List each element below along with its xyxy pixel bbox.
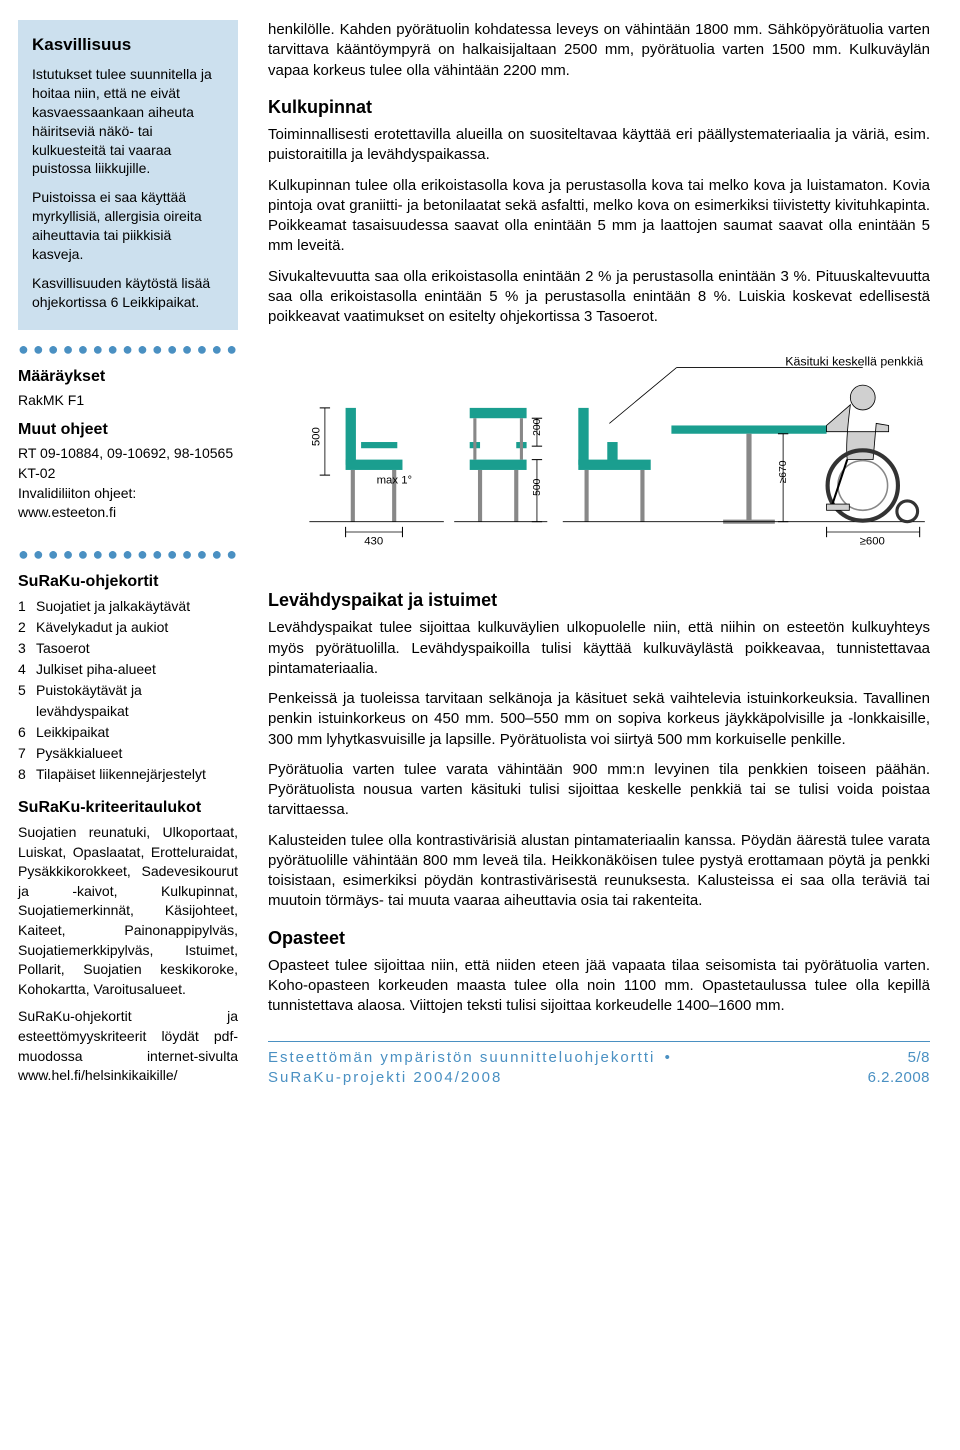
footer-r1: 5/8 <box>868 1048 930 1068</box>
kulkupinnat-title: Kulkupinnat <box>268 95 930 119</box>
ohjekortit-title: SuRaKu-ohjekortit <box>18 571 238 593</box>
muut-l2: KT-02 <box>18 464 238 484</box>
maaraykset-line: RakMK F1 <box>18 391 238 411</box>
opasteet-p1: Opasteet tulee sijoittaa niin, että niid… <box>268 956 930 1017</box>
chair-left: 500 max 1° 430 <box>309 408 443 548</box>
levahdys-p4: Kalusteiden tulee olla kontrastivärisiä … <box>268 831 930 912</box>
list-item: 1Suojatiet ja jalkakäytävät <box>18 596 238 617</box>
maaraykset-section: Määräykset RakMK F1 <box>18 366 238 411</box>
taulukot-section: SuRaKu-kriteeritaulukot Suojatien reunat… <box>18 797 238 1085</box>
bench-table-wheelchair: ≥670 ≥600 <box>563 385 925 547</box>
svg-text:≥670: ≥670 <box>778 461 789 484</box>
taulukot-p2: SuRaKu-ohjekortit ja esteettömyyskriteer… <box>18 1007 238 1085</box>
muut-l1: RT 09-10884, 09-10692, 98-10565 <box>18 444 238 464</box>
list-item: 6Leikkipaikat <box>18 722 238 743</box>
footer-l2: SuRaKu-projekti 2004/2008 <box>268 1068 670 1088</box>
list-item-active: 5Puistokäytävät ja levähdyspaikat <box>18 680 238 722</box>
kasvillisuus-p1: Istutukset tulee suunnitella ja hoitaa n… <box>32 65 224 178</box>
muut-l3: Invalidiliiton ohjeet: www.esteeton.fi <box>18 484 238 523</box>
levahdys-title: Levähdyspaikat ja istuimet <box>268 588 930 612</box>
maaraykset-title: Määräykset <box>18 366 238 388</box>
footer: Esteettömän ympäristön suunnitteluohjeko… <box>268 1041 930 1089</box>
kasvillisuus-box: Kasvillisuus Istutukset tulee suunnitell… <box>18 20 238 330</box>
list-item: 3Tasoerot <box>18 638 238 659</box>
footer-r2: 6.2.2008 <box>868 1068 930 1088</box>
main-content: henkilölle. Kahden pyörätuolin kohdatess… <box>250 20 930 1088</box>
svg-text:430: 430 <box>364 536 383 548</box>
list-item: 4Julkiset piha-alueet <box>18 659 238 680</box>
sidebar: Kasvillisuus Istutukset tulee suunnitell… <box>0 20 250 1088</box>
svg-text:max 1°: max 1° <box>377 475 412 487</box>
kasvillisuus-title: Kasvillisuus <box>32 34 224 57</box>
levahdys-p3: Pyörätuolia varten tulee varata vähintää… <box>268 760 930 821</box>
list-item: 2Kävelykadut ja aukiot <box>18 617 238 638</box>
levahdys-p1: Levähdyspaikat tulee sijoittaa kulkuväyl… <box>268 618 930 679</box>
svg-text:200: 200 <box>532 419 543 436</box>
diagram-caption: Käsituki keskellä penkkiä <box>785 355 923 369</box>
divider-dots-2: ●●●●●●●●●●●●●●●●● <box>18 545 238 563</box>
kasvillisuus-p3: Kasvillisuuden käytöstä lisää ohjekortis… <box>32 274 224 312</box>
intro-p: henkilölle. Kahden pyörätuolin kohdatess… <box>268 20 930 81</box>
list-item: 7Pysäkkialueet <box>18 743 238 764</box>
svg-text:500: 500 <box>532 479 543 496</box>
taulukot-p1: Suojatien reunatuki, Ulkoportaat, Luiska… <box>18 823 238 999</box>
svg-text:≥600: ≥600 <box>860 536 885 548</box>
kulkupinnat-p2: Kulkupinnan tulee olla erikoistasolla ko… <box>268 176 930 257</box>
kasvillisuus-p2: Puistoissa ei saa käyttää myrkyllisiä, a… <box>32 188 224 264</box>
seat-diagram: Käsituki keskellä penkkiä 500 max 1° <box>268 351 930 548</box>
list-item: 8Tilapäiset liikennejärjestelyt <box>18 764 238 785</box>
levahdys-p2: Penkeissä ja tuoleissa tarvitaan selkäno… <box>268 689 930 750</box>
chair-front: 200 500 <box>454 408 547 522</box>
opasteet-title: Opasteet <box>268 926 930 950</box>
taulukot-title: SuRaKu-kriteeritaulukot <box>18 797 238 819</box>
footer-l1: Esteettömän ympäristön suunnitteluohjeko… <box>268 1049 655 1066</box>
kulkupinnat-p3: Sivukaltevuutta saa olla erikoistasolla … <box>268 267 930 328</box>
svg-text:500: 500 <box>311 428 323 447</box>
muut-ohjeet-section: Muut ohjeet RT 09-10884, 09-10692, 98-10… <box>18 419 238 523</box>
divider-dots: ●●●●●●●●●●●●●●●●● <box>18 340 238 358</box>
ohjekortit-section: SuRaKu-ohjekortit 1Suojatiet ja jalkakäy… <box>18 571 238 786</box>
muut-title: Muut ohjeet <box>18 419 238 441</box>
kulkupinnat-p1: Toiminnallisesti erotettavilla alueilla … <box>268 125 930 166</box>
